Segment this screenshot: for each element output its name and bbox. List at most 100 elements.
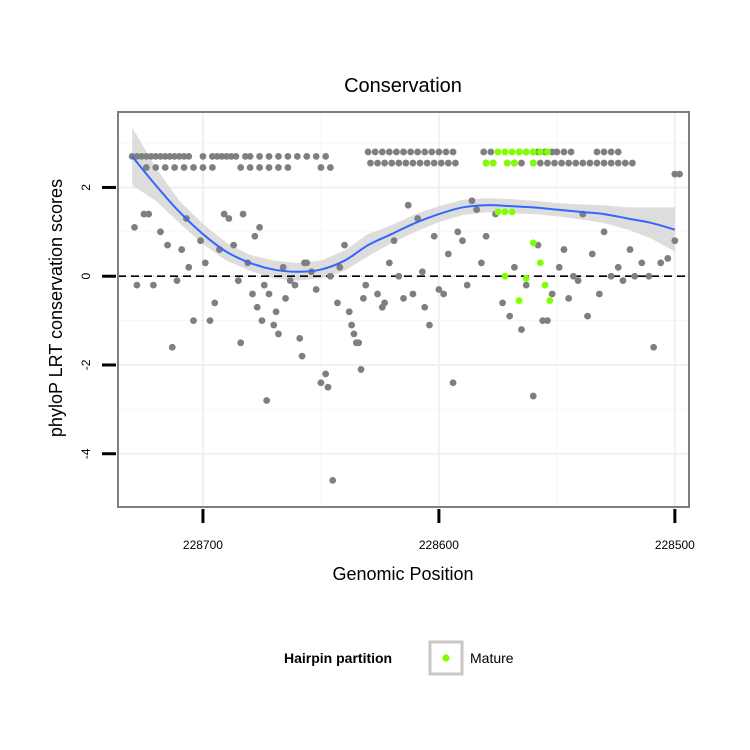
data-point: [378, 148, 386, 156]
data-point: [499, 299, 506, 307]
data-point: [423, 159, 431, 167]
data-point: [227, 152, 235, 160]
legend-key-box: [428, 640, 464, 676]
data-point: [251, 232, 259, 240]
data-point: [225, 215, 233, 222]
data-point: [574, 277, 582, 285]
legend-title: Hairpin partition: [284, 650, 392, 666]
data-point: [518, 159, 525, 167]
data-point: [168, 343, 176, 351]
data-point: [600, 148, 608, 156]
data-point: [390, 237, 398, 245]
data-point: [265, 152, 273, 160]
data-point: [664, 255, 672, 262]
data-point: [518, 326, 525, 333]
mature-data-point: [501, 272, 509, 280]
data-point: [572, 159, 580, 167]
data-point: [565, 295, 573, 302]
data-point: [329, 476, 337, 484]
data-point: [185, 263, 193, 271]
panel-background: [118, 112, 689, 507]
data-point: [272, 308, 280, 316]
data-point: [256, 164, 263, 171]
data-point: [400, 148, 407, 156]
data-point: [452, 159, 459, 167]
data-point: [437, 159, 445, 167]
data-point: [326, 272, 334, 280]
legend-key-mature: [442, 654, 450, 662]
data-point: [619, 277, 627, 285]
data-point: [548, 290, 556, 298]
data-point: [381, 159, 389, 167]
data-point: [260, 281, 268, 289]
data-point: [253, 303, 261, 311]
data-point: [381, 299, 389, 307]
data-point: [286, 277, 294, 285]
data-point: [404, 201, 412, 209]
data-point: [173, 277, 181, 285]
background-points: [128, 148, 683, 484]
data-point: [211, 299, 219, 307]
data-point: [171, 164, 179, 171]
data-point: [650, 343, 658, 351]
data-point: [322, 370, 330, 378]
mature-data-point: [510, 159, 518, 167]
data-point: [166, 152, 174, 160]
data-point: [584, 312, 591, 320]
data-point: [628, 159, 636, 167]
data-point: [218, 152, 226, 160]
grid-lines: [118, 112, 689, 507]
data-point: [551, 159, 558, 167]
mature-data-point: [536, 259, 544, 267]
data-point: [607, 148, 615, 156]
data-point: [393, 148, 400, 156]
data-point: [145, 210, 153, 218]
data-point: [385, 148, 393, 156]
data-point: [242, 152, 249, 160]
data-point: [510, 263, 518, 271]
data-point: [324, 383, 332, 391]
data-point: [645, 272, 653, 280]
data-point: [414, 148, 422, 156]
data-point: [588, 250, 596, 258]
data-point: [157, 152, 164, 160]
data-point: [133, 281, 141, 289]
data-point: [152, 152, 160, 160]
data-point: [558, 159, 565, 167]
data-point: [367, 159, 374, 167]
data-point: [164, 241, 171, 249]
x-tick-label: 228500: [655, 538, 695, 552]
data-point: [348, 321, 355, 329]
data-point: [553, 148, 561, 156]
mature-data-point: [529, 239, 537, 247]
data-point: [638, 259, 646, 267]
data-point: [263, 397, 271, 404]
data-point: [298, 352, 306, 360]
data-point: [565, 159, 573, 167]
data-point: [395, 159, 403, 167]
data-point: [402, 159, 410, 167]
data-point: [359, 295, 367, 302]
data-point: [560, 246, 568, 253]
data-point: [322, 152, 330, 160]
data-point: [657, 259, 665, 267]
data-point: [480, 148, 488, 156]
data-point: [161, 164, 169, 171]
data-point: [388, 159, 396, 167]
mature-data-point: [536, 148, 544, 156]
mature-data-point: [508, 148, 516, 156]
smooth-trend-line: [131, 155, 676, 273]
data-point: [258, 317, 266, 324]
data-point: [409, 290, 417, 298]
data-point: [426, 321, 433, 329]
data-point: [600, 159, 608, 167]
data-point: [312, 152, 320, 160]
y-axis: -4 -2 0 2: [79, 184, 116, 459]
data-point: [350, 330, 358, 338]
chart-title: Conservation: [344, 75, 462, 97]
data-point: [275, 152, 282, 160]
data-point: [671, 237, 679, 245]
mature-data-point: [522, 275, 530, 282]
x-axis: 228700 228600 228500: [183, 509, 695, 552]
y-tick-label: 0: [79, 273, 93, 280]
